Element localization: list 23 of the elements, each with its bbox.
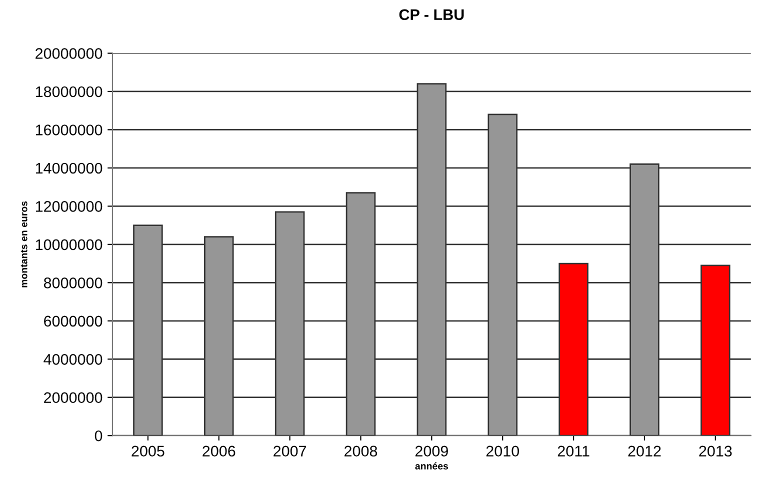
- y-tick-label: 10000000: [36, 239, 102, 250]
- x-tick-label: 2008: [344, 446, 378, 457]
- x-tick-label: 2010: [486, 446, 520, 457]
- x-axis-title: années: [415, 462, 448, 470]
- y-tick-label: 14000000: [36, 162, 102, 174]
- y-tick-label: 12000000: [36, 201, 102, 212]
- x-tick-label: 2013: [699, 446, 732, 457]
- x-tick-label: 2005: [132, 446, 164, 457]
- x-tick-label: 2007: [274, 446, 306, 457]
- y-tick-label: 2000000: [44, 392, 102, 404]
- x-tick-label: 2009: [415, 446, 448, 457]
- y-tick-label: 20000000: [36, 48, 102, 59]
- y-tick-label: 4000000: [44, 354, 102, 365]
- chart-title: CP - LBU: [399, 9, 464, 20]
- y-tick-label: 16000000: [36, 124, 102, 136]
- y-tick-label: 8000000: [44, 278, 102, 288]
- y-tick-label: 6000000: [44, 316, 102, 327]
- x-tick-label: 2012: [628, 446, 661, 457]
- y-tick-label: 0: [94, 430, 102, 442]
- y-axis-title: montants en euros: [20, 201, 28, 288]
- y-tick-label: 18000000: [36, 86, 102, 98]
- x-tick-label: 2011: [558, 446, 590, 457]
- x-tick-label: 2006: [202, 446, 236, 457]
